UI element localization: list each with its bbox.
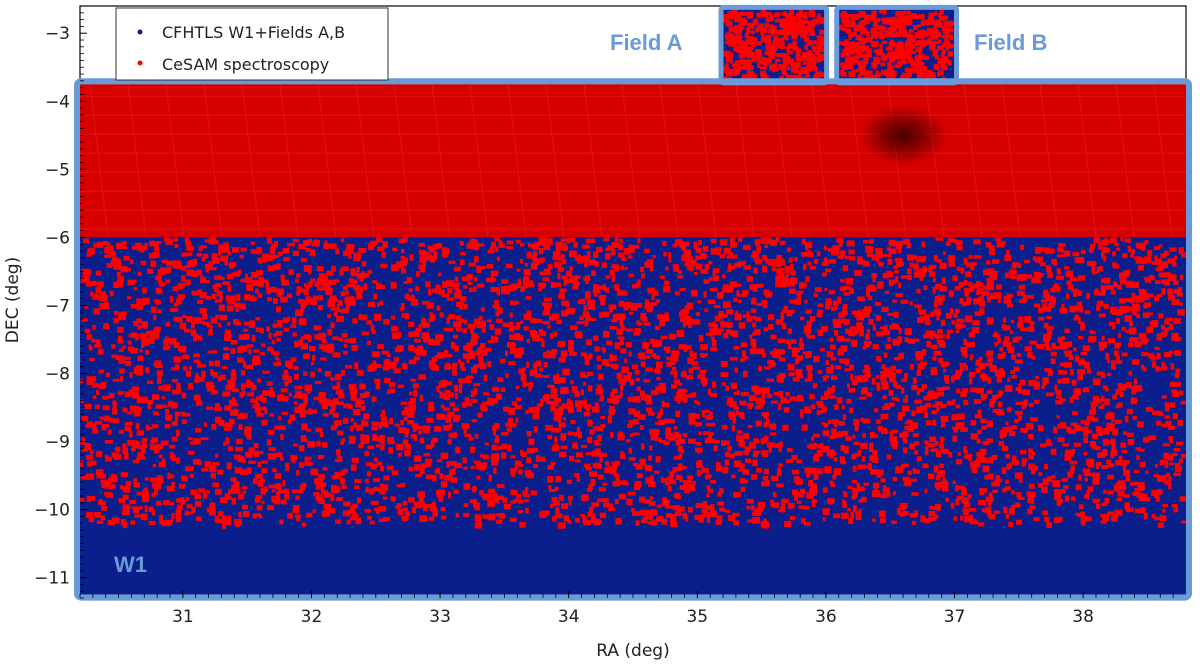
legend-marker-cfhtls [137, 29, 143, 35]
y-tick-label: −8 [45, 364, 70, 384]
y-tick-label: −7 [45, 296, 70, 316]
w1-label: W1 [114, 552, 147, 577]
x-axis: 31 32 33 34 35 36 37 38 [79, 591, 1174, 627]
y-tick-label: −5 [45, 160, 70, 180]
x-tick-label: 33 [429, 607, 451, 627]
x-tick-label: 34 [558, 607, 580, 627]
y-tick-label: −11 [34, 569, 70, 589]
field-a-spectroscopy-points [723, 9, 827, 83]
legend-label-cfhtls: CFHTLS W1+Fields A,B [162, 23, 345, 42]
dense-spectroscopy-band [80, 84, 1186, 238]
x-axis-title: RA (deg) [596, 641, 669, 661]
x-tick-label: 36 [815, 607, 837, 627]
y-tick-label: −3 [45, 24, 70, 44]
legend-marker-cesam [137, 60, 143, 66]
data-layer [80, 9, 1186, 595]
field-b-spectroscopy-points [838, 9, 955, 83]
field-b-region-outline [834, 4, 960, 86]
dense-band-dark-spot [859, 105, 948, 166]
legend-box [115, 7, 389, 81]
y-axis-title: DEC (deg) [3, 257, 23, 343]
legend: CFHTLS W1+Fields A,B CeSAM spectroscopy [115, 7, 389, 81]
cesam-spectroscopy-points [80, 237, 1186, 529]
y-tick-label: −6 [45, 228, 70, 248]
y-axis: −3 −4 −5 −6 −7 −8 −9 −10 −11 [34, 5, 87, 599]
field-a-label: Field A [610, 30, 683, 55]
field-b-label: Field B [974, 30, 1047, 55]
x-tick-label: 38 [1072, 607, 1094, 627]
x-tick-label: 35 [686, 607, 708, 627]
x-tick-label: 37 [944, 607, 966, 627]
y-tick-label: −4 [45, 92, 70, 112]
y-tick-label: −9 [45, 432, 70, 452]
field-a-region-outline [718, 4, 830, 86]
x-tick-label: 32 [301, 607, 323, 627]
dense-band-texture [80, 84, 1186, 238]
legend-label-cesam: CeSAM spectroscopy [162, 55, 329, 74]
y-tick-label: −10 [34, 501, 70, 521]
x-tick-label: 31 [172, 607, 194, 627]
